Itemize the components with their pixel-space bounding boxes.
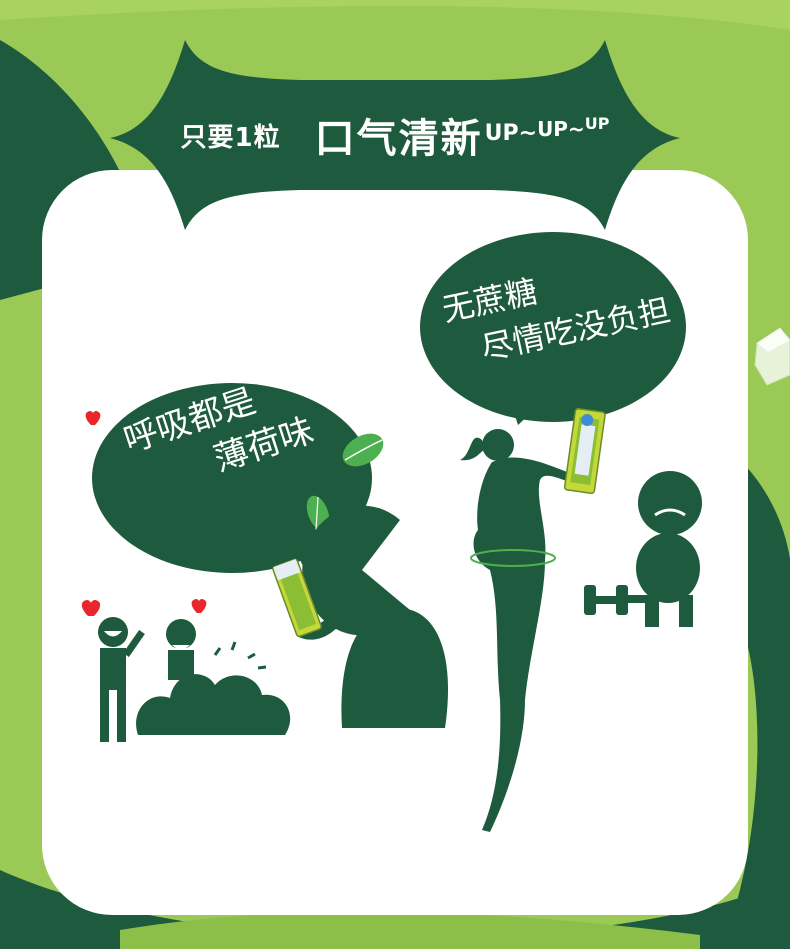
banner-up-2: UP~ [537, 117, 585, 141]
heart-icon [81, 600, 101, 616]
ice-cube-icon [754, 327, 790, 386]
figure-small-kid [98, 617, 145, 742]
title-banner [110, 40, 680, 230]
banner-up-1: UP~ [484, 120, 538, 146]
heart-icon [191, 599, 207, 613]
speech-bubble-right [420, 232, 686, 425]
banner-title: 只要1粒 口气清新 UP~ UP~ UP [0, 100, 790, 170]
bush [136, 674, 291, 735]
gum-pack-icon [563, 407, 606, 495]
banner-headline: 口气清新 [314, 116, 483, 162]
bg-swoosh-top [0, 0, 790, 30]
splash-marks [213, 641, 267, 670]
bg-swoosh-right [720, 460, 790, 949]
dumbbell-icon [584, 585, 628, 615]
figure-slim-woman [460, 429, 580, 832]
figure-big-head [296, 505, 448, 728]
bg-swoosh-bottom-light [120, 911, 700, 949]
banner-up-3: UP [584, 113, 610, 133]
mint-leaf-icon [342, 433, 384, 467]
figure-chubby [626, 471, 702, 627]
banner-prefix: 只要1粒 [180, 122, 281, 153]
heart-icon [85, 411, 101, 425]
gum-pack-icon [272, 558, 322, 637]
